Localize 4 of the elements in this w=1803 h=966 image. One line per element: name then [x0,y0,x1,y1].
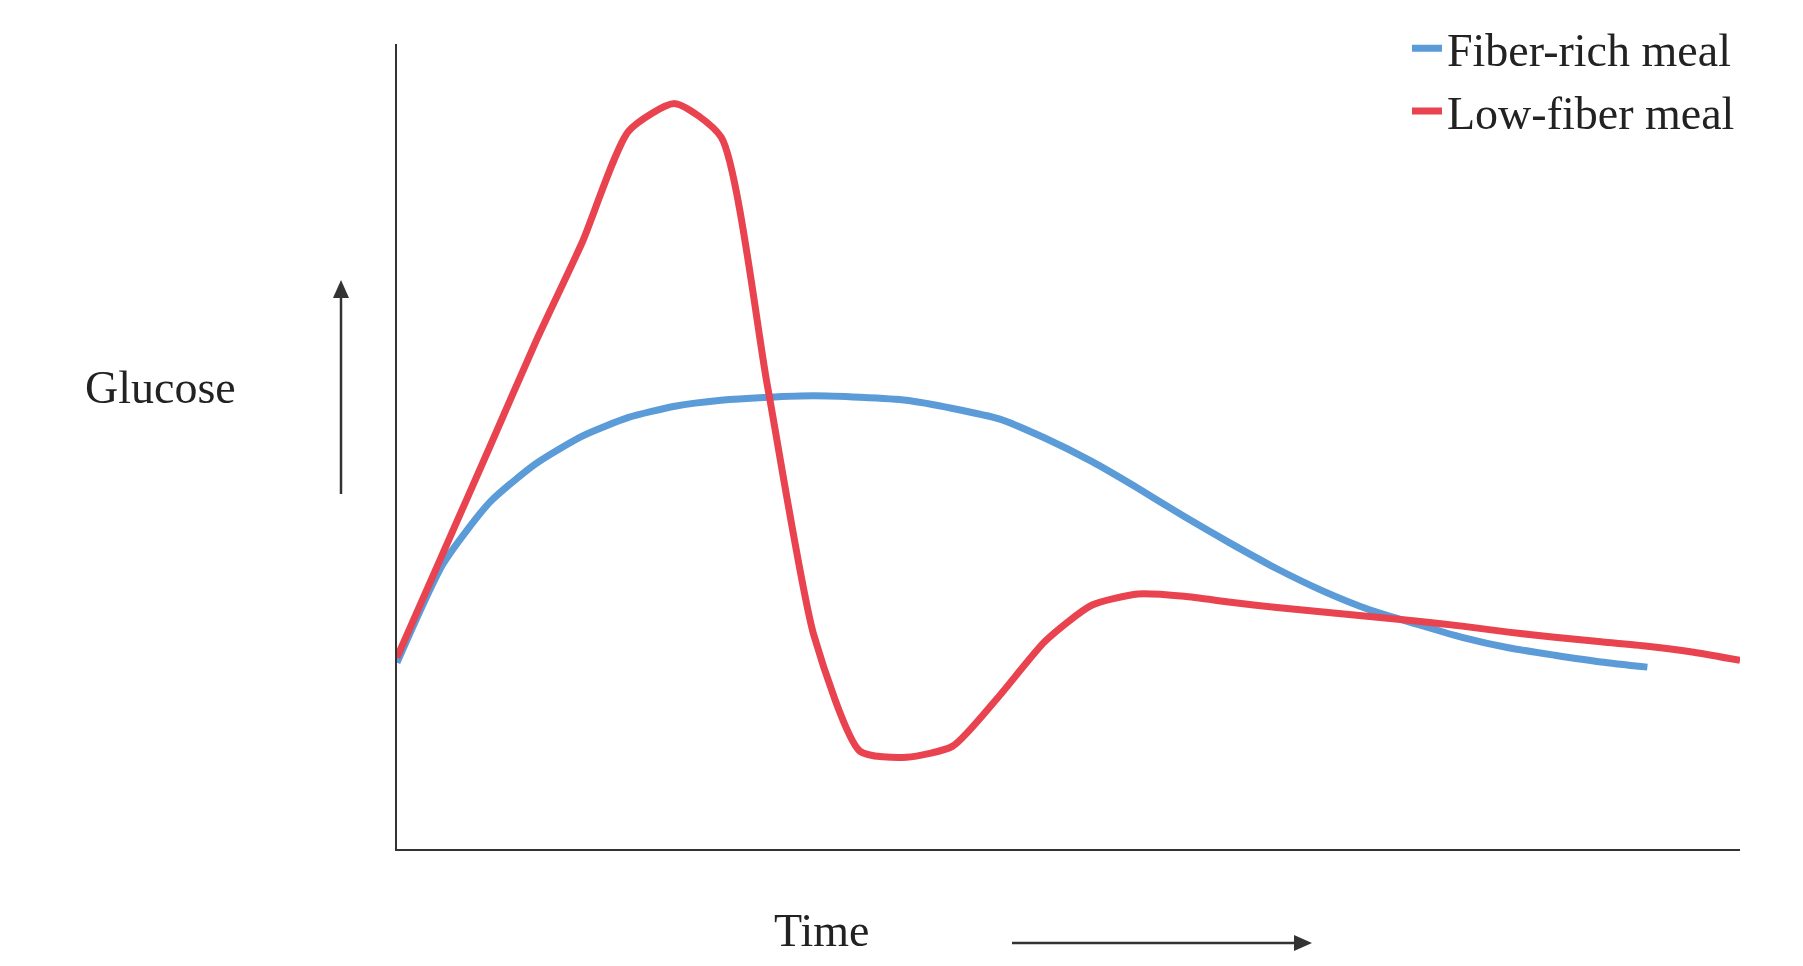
legend-label: Fiber-rich meal [1447,25,1731,77]
legend-label: Low-fiber meal [1447,87,1735,139]
x-axis-title: Time [774,905,870,956]
y-axis-title: Glucose [85,362,236,413]
